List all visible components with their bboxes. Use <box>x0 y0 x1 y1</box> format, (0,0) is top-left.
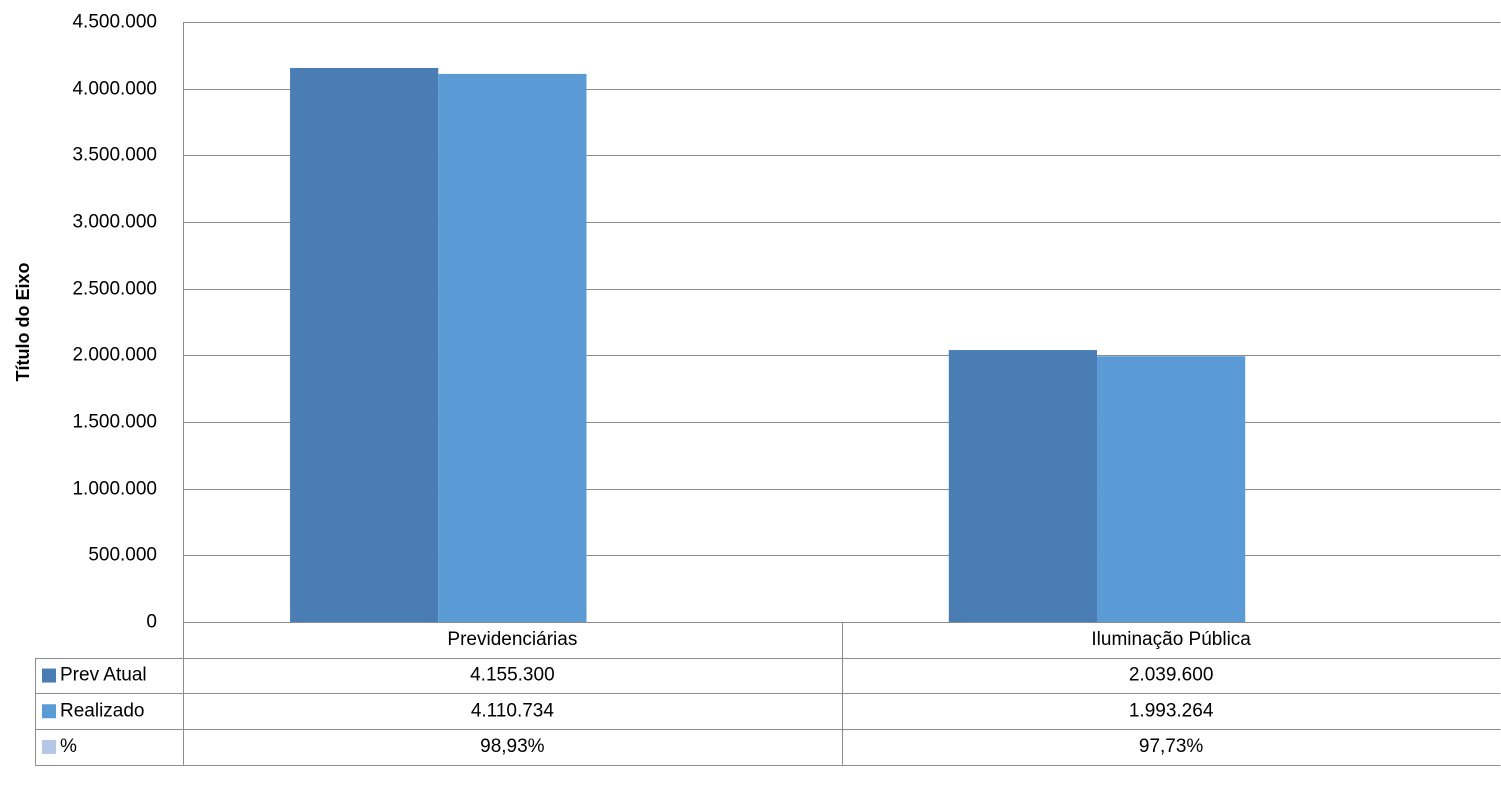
y-tick-label: 3.000.000 <box>72 212 157 233</box>
y-tick-label: 4.000.000 <box>72 79 157 100</box>
y-tick-label: 2.500.000 <box>72 279 157 300</box>
bar <box>438 73 587 623</box>
y-axis-title: Título do Eixo <box>13 263 33 382</box>
y-tick-label: 4.500.000 <box>72 12 157 33</box>
table-value: 4.110.734 <box>471 700 555 721</box>
table-value: 97,73% <box>1139 736 1204 757</box>
table-value: 4.155.300 <box>470 665 555 686</box>
y-tick-label: 0 <box>146 612 157 633</box>
legend-label: Prev Atual <box>60 665 147 686</box>
table-value: 2.039.600 <box>1129 665 1214 686</box>
legend-key <box>42 704 56 719</box>
y-tick-label: 1.000.000 <box>72 479 157 500</box>
bar <box>1097 356 1246 622</box>
y-tick-label: 3.500.000 <box>72 145 157 166</box>
y-tick-label: 1.500.000 <box>72 412 157 433</box>
bar <box>290 67 439 622</box>
legend-key <box>42 668 56 683</box>
legend-label: Realizado <box>60 700 145 721</box>
legend-key <box>42 739 56 754</box>
x-tick-label: Iluminação Pública <box>1091 629 1251 650</box>
y-tick-label: 500.000 <box>88 545 157 566</box>
y-tick-label: 2.000.000 <box>72 345 157 366</box>
x-tick-label: Previdenciárias <box>447 629 577 650</box>
bar <box>948 350 1098 622</box>
table-value: 98,93% <box>480 736 545 757</box>
legend-label: % <box>60 736 77 757</box>
table-value: 1.993.264 <box>1129 700 1214 721</box>
